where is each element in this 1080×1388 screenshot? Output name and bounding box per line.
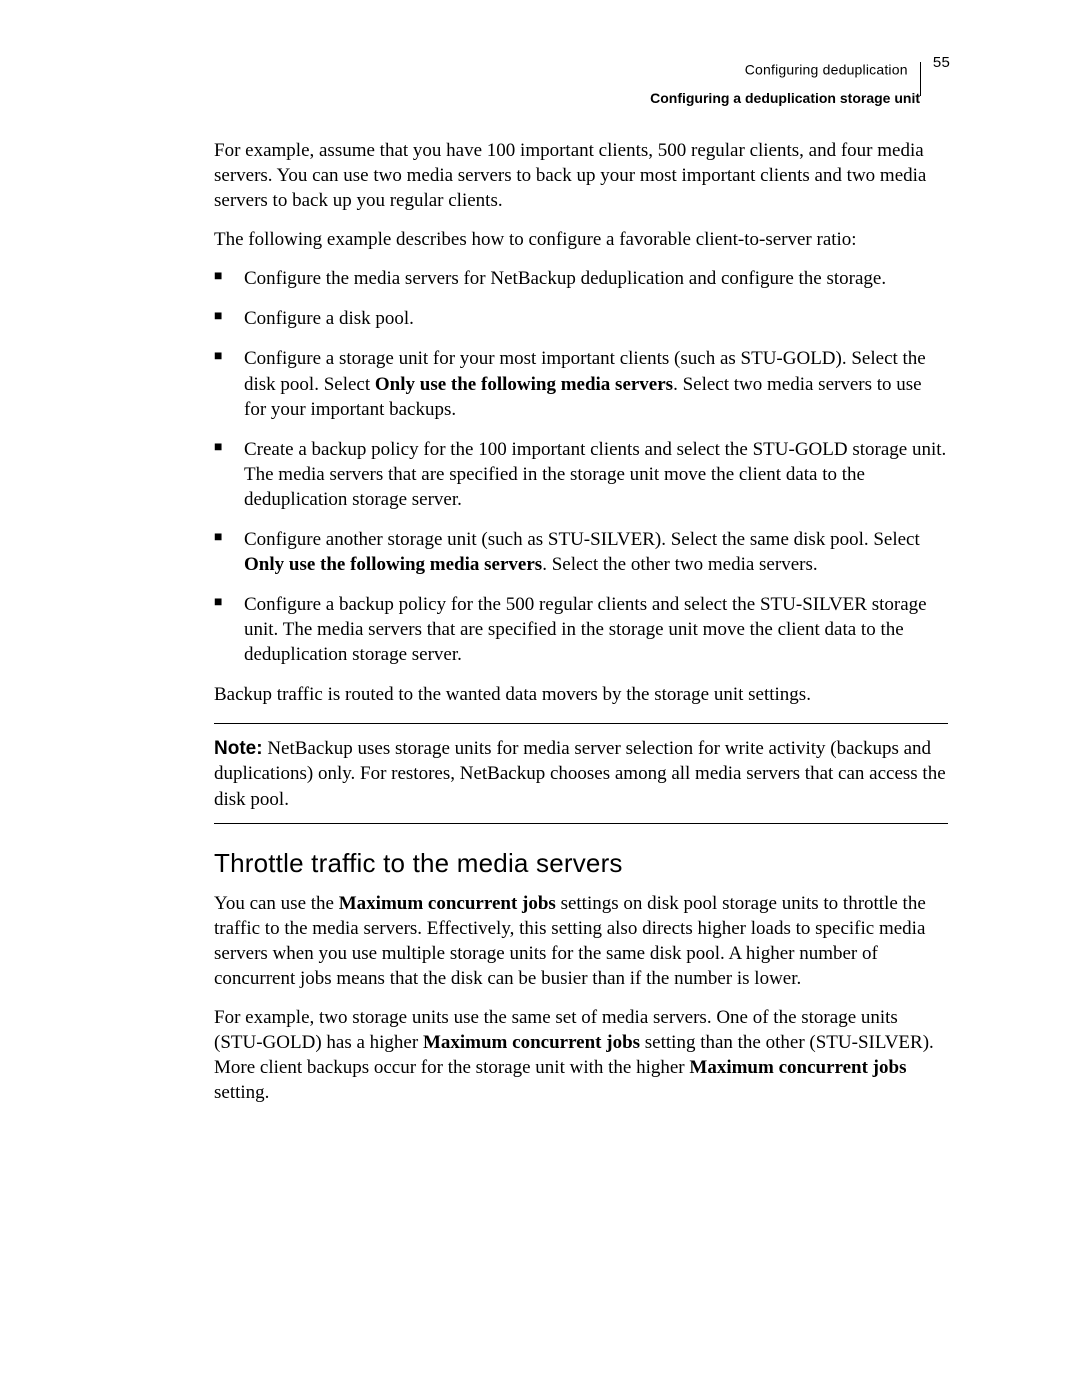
bullet-list: Configure the media servers for NetBacku… (214, 266, 948, 667)
chapter-title: Configuring deduplication (745, 62, 908, 78)
p5-bold1: Maximum concurrent jobs (423, 1032, 640, 1053)
list-text: . Select the other two media servers. (542, 554, 817, 575)
section-heading: Throttle traffic to the media servers (214, 848, 948, 879)
content-area: For example, assume that you have 100 im… (214, 138, 948, 1105)
p5-bold2: Maximum concurrent jobs (689, 1057, 906, 1078)
list-text: Configure a disk pool. (244, 308, 414, 329)
paragraph-5: For example, two storage units use the s… (214, 1005, 948, 1105)
note-label: Note: (214, 738, 263, 759)
header-divider (920, 62, 921, 96)
p5-post: setting. (214, 1082, 269, 1103)
note-paragraph: Note: NetBackup uses storage units for m… (214, 736, 948, 811)
list-text: Create a backup policy for the 100 impor… (244, 439, 946, 510)
list-text: Configure the media servers for NetBacku… (244, 268, 886, 289)
running-head-line1: Configuring deduplication 55 (650, 54, 950, 88)
list-item: Configure a storage unit for your most i… (214, 346, 948, 421)
note-text: NetBackup uses storage units for media s… (214, 738, 946, 809)
p4-pre: You can use the (214, 893, 339, 914)
list-item: Configure the media servers for NetBacku… (214, 266, 948, 291)
list-item: Configure a disk pool. (214, 306, 948, 331)
list-item: Configure another storage unit (such as … (214, 527, 948, 577)
list-bold: Only use the following media servers (375, 374, 673, 395)
paragraph-3: Backup traffic is routed to the wanted d… (214, 682, 948, 707)
list-item: Configure a backup policy for the 500 re… (214, 592, 948, 667)
page-number: 55 (933, 54, 950, 71)
page-container: Configuring deduplication 55 Configuring… (0, 0, 1080, 1388)
list-text: Configure a backup policy for the 500 re… (244, 594, 927, 665)
section-title: Configuring a deduplication storage unit (650, 90, 920, 106)
paragraph-1: For example, assume that you have 100 im… (214, 138, 948, 213)
p4-bold: Maximum concurrent jobs (339, 893, 556, 914)
paragraph-2: The following example describes how to c… (214, 227, 948, 252)
list-item: Create a backup policy for the 100 impor… (214, 437, 948, 512)
paragraph-4: You can use the Maximum concurrent jobs … (214, 891, 948, 991)
running-head: Configuring deduplication 55 Configuring… (650, 54, 950, 106)
list-bold: Only use the following media servers (244, 554, 542, 575)
list-text: Configure another storage unit (such as … (244, 529, 920, 550)
note-block: Note: NetBackup uses storage units for m… (214, 723, 948, 823)
